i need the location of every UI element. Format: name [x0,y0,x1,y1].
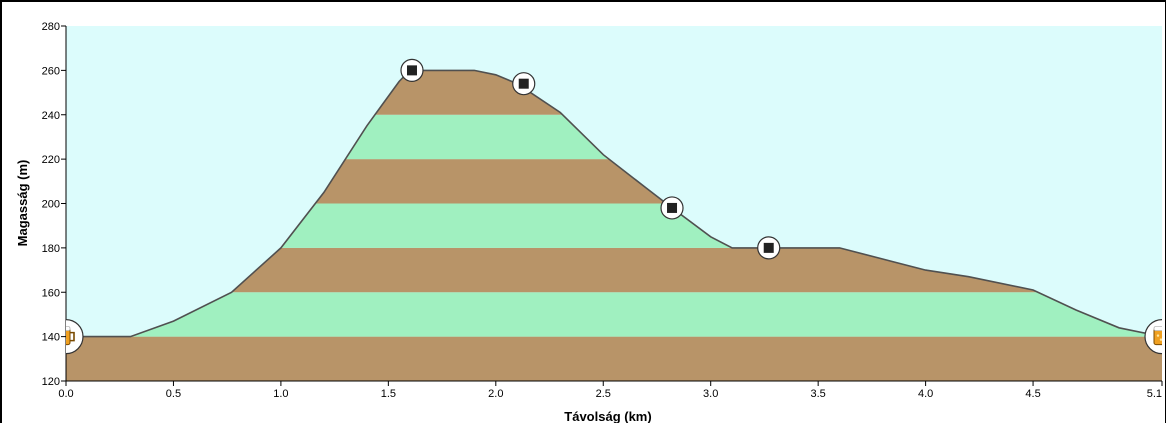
x-tick-label: 0.0 [58,388,73,400]
square-marker-icon[interactable] [660,196,684,220]
x-tick-label: 2.5 [596,388,611,400]
beer-mug-icon[interactable] [1144,319,1166,355]
y-tick-label: 120 [42,376,60,388]
x-tick-label: 3.5 [811,388,826,400]
y-tick-label: 200 [42,199,60,211]
y-tick-label: 180 [42,243,60,255]
waypoint-markers [49,58,1166,355]
x-tick-label: 5.1 [1147,388,1162,400]
y-tick-label: 260 [42,65,60,77]
elevation-band [66,292,1162,337]
square-marker-icon[interactable] [512,72,536,96]
x-tick-label: 2.0 [488,388,503,400]
y-tick-label: 220 [42,154,60,166]
elevation-band [66,336,1162,381]
y-tick-label: 240 [42,110,60,122]
y-axis-title: Magasság (m) [15,160,30,247]
x-tick-label: 4.0 [918,388,933,400]
x-axis-title: Távolság (km) [564,409,651,423]
beer-mug-icon[interactable] [49,319,84,355]
square-marker-icon[interactable] [400,58,424,82]
x-tick-label: 4.5 [1025,388,1040,400]
x-tick-label: 3.0 [703,388,718,400]
y-tick-label: 140 [42,332,60,344]
elevation-profile-line [66,69,1163,338]
y-tick-label: 280 [42,21,60,33]
x-tick-label: 1.0 [273,388,288,400]
x-tick-label: 1.5 [381,388,396,400]
square-marker-icon[interactable] [757,236,781,260]
axes: 120 140 160 180 200 220 240 260 280 0.0 0.5 1.0 1.5 2… [42,21,1163,400]
x-tick-label: 0.5 [166,388,181,400]
y-tick-label: 160 [42,287,60,299]
